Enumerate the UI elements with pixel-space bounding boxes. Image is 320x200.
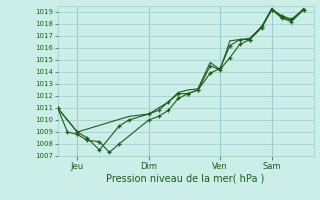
X-axis label: Pression niveau de la mer( hPa ): Pression niveau de la mer( hPa ) bbox=[107, 173, 265, 183]
